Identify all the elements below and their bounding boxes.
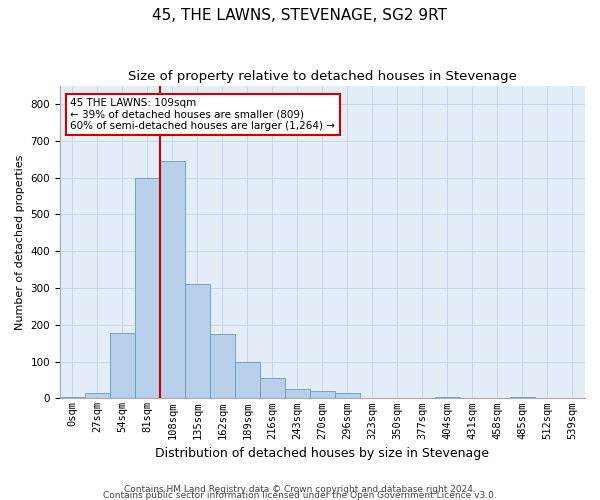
Bar [285,389,310,398]
Bar [185,284,210,399]
Bar [110,333,135,398]
Y-axis label: Number of detached properties: Number of detached properties [15,154,25,330]
X-axis label: Distribution of detached houses by size in Stevenage: Distribution of detached houses by size … [155,447,490,460]
Bar [510,396,535,398]
Text: Contains public sector information licensed under the Open Government Licence v3: Contains public sector information licen… [103,490,497,500]
Bar [435,396,460,398]
Bar [135,178,160,398]
Bar [260,378,285,398]
Bar [85,393,110,398]
Text: 45 THE LAWNS: 109sqm
← 39% of detached houses are smaller (809)
60% of semi-deta: 45 THE LAWNS: 109sqm ← 39% of detached h… [70,98,335,132]
Bar [160,161,185,398]
Bar [60,396,85,398]
Bar [335,393,360,398]
Title: Size of property relative to detached houses in Stevenage: Size of property relative to detached ho… [128,70,517,83]
Bar [310,391,335,398]
Bar [210,334,235,398]
Text: 45, THE LAWNS, STEVENAGE, SG2 9RT: 45, THE LAWNS, STEVENAGE, SG2 9RT [152,8,448,22]
Text: Contains HM Land Registry data © Crown copyright and database right 2024.: Contains HM Land Registry data © Crown c… [124,485,476,494]
Bar [235,362,260,399]
